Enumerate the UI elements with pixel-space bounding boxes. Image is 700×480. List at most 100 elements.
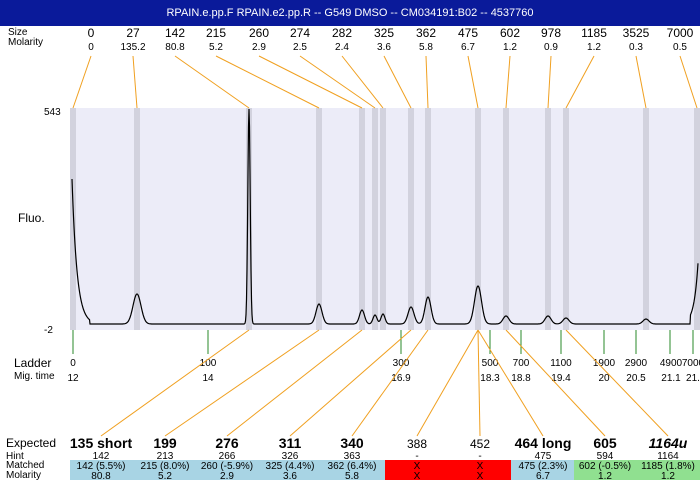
peak-size-label: 27 bbox=[126, 26, 140, 40]
matched-cell bbox=[637, 460, 700, 480]
hint-label: - bbox=[415, 451, 418, 462]
peak-connector bbox=[425, 55, 429, 109]
matched-label: 142 (5.5%) bbox=[77, 461, 126, 472]
matched-label: X bbox=[414, 461, 421, 472]
peak-molarity-label: 1.2 bbox=[503, 42, 517, 53]
peak-molarity-label: 5.2 bbox=[209, 42, 223, 53]
peak-band bbox=[503, 108, 509, 330]
peak-connector bbox=[299, 55, 376, 109]
matched-molarity-label: 2.9 bbox=[220, 471, 234, 480]
peak-size-label: 602 bbox=[500, 26, 520, 40]
ladder-migtime-label: 20 bbox=[598, 373, 610, 384]
ladder-size-label: 100 bbox=[200, 358, 217, 369]
peak-molarity-label: 5.8 bbox=[419, 42, 433, 53]
peak-band bbox=[359, 108, 365, 330]
ladder-size-label: 700 bbox=[513, 358, 530, 369]
ladder-migtime-label: 14 bbox=[202, 373, 214, 384]
expected-label: 452 bbox=[470, 437, 490, 451]
matched-label: 260 (-5.9%) bbox=[201, 461, 253, 472]
expected-label: 311 bbox=[279, 435, 302, 451]
peak-size-label: 1185 bbox=[581, 26, 607, 40]
matched-molarity-label: 80.8 bbox=[91, 471, 111, 480]
hint-label: 142 bbox=[93, 451, 110, 462]
y-axis-label: Fluo. bbox=[18, 211, 45, 225]
peak-band bbox=[408, 108, 414, 330]
matched-label: 1185 (1.8%) bbox=[641, 461, 695, 472]
peak-molarity-label: 135.2 bbox=[120, 42, 145, 53]
peak-molarity-label: 0.3 bbox=[629, 42, 643, 53]
ladder-migtime-label: 20.5 bbox=[626, 373, 646, 384]
peak-size-label: 282 bbox=[332, 26, 352, 40]
peak-connector bbox=[565, 55, 595, 109]
peak-molarity-label: 2.4 bbox=[335, 42, 349, 53]
migtime-row-label: Mig. time bbox=[14, 371, 55, 382]
ladder-size-label: 1100 bbox=[550, 358, 572, 369]
matched-molarity-label: X bbox=[477, 471, 484, 480]
peak-size-label: 362 bbox=[416, 26, 436, 40]
hint-label: 363 bbox=[344, 451, 361, 462]
ladder-migtime-label: 12 bbox=[67, 373, 79, 384]
peak-size-label: 260 bbox=[249, 26, 269, 40]
peak-size-label: 215 bbox=[206, 26, 226, 40]
chart-title: RPAIN.e.pp.F RPAIN.e2.pp.R -- G549 DMSO … bbox=[0, 0, 700, 26]
expected-connector bbox=[477, 329, 481, 437]
hint-label: 1164 bbox=[657, 451, 679, 462]
peak-size-label: 7000 bbox=[667, 26, 694, 40]
hint-label: 594 bbox=[597, 451, 614, 462]
peak-connector bbox=[258, 55, 363, 109]
expected-label: 340 bbox=[340, 435, 364, 451]
expected-label: 605 bbox=[593, 435, 617, 451]
peak-band bbox=[316, 108, 322, 330]
expected-label: 1164u bbox=[649, 435, 688, 451]
matched-molarity-label: X bbox=[414, 471, 421, 480]
peak-band bbox=[246, 108, 252, 330]
ladder-migtime-label: 19.4 bbox=[551, 373, 571, 384]
hint-label: - bbox=[478, 451, 481, 462]
expected-label: 276 bbox=[215, 435, 239, 451]
ladder-size-label: 1900 bbox=[593, 358, 616, 369]
peak-molarity-label: 0.5 bbox=[673, 42, 687, 53]
matched-label: 475 (2.3%) bbox=[519, 461, 568, 472]
ladder-row-label: Ladder bbox=[14, 356, 51, 370]
matched-row-label: Matched bbox=[6, 460, 44, 471]
peak-connector bbox=[635, 55, 647, 109]
expected-connector bbox=[505, 329, 606, 437]
matched-label: 325 (4.4%) bbox=[266, 461, 315, 472]
peak-connector bbox=[383, 55, 412, 109]
ladder-size-label: 2900 bbox=[625, 358, 648, 369]
peak-band bbox=[563, 108, 569, 330]
matched-cell bbox=[574, 460, 637, 480]
peak-size-label: 978 bbox=[541, 26, 561, 40]
matched-label: 602 (-0.5%) bbox=[579, 461, 631, 472]
peak-band bbox=[70, 108, 76, 330]
hint-label: 266 bbox=[219, 451, 236, 462]
peak-molarity-label: 3.6 bbox=[377, 42, 391, 53]
expected-connector bbox=[477, 329, 544, 437]
ladder-migtime-label: 21. bbox=[686, 373, 700, 384]
matched-cell bbox=[448, 460, 511, 480]
expected-connector bbox=[351, 329, 429, 437]
ladder-size-label: 0 bbox=[70, 358, 76, 369]
peak-molarity-label: 1.2 bbox=[587, 42, 601, 53]
expected-connector bbox=[164, 329, 320, 437]
ladder-migtime-label: 18.3 bbox=[480, 373, 500, 384]
matched-cell bbox=[70, 460, 133, 480]
peak-band bbox=[134, 108, 140, 330]
peak-molarity-label: 0 bbox=[88, 42, 94, 53]
peak-band bbox=[545, 108, 551, 330]
peak-molarity-label: 2.5 bbox=[293, 42, 307, 53]
peak-connector bbox=[215, 55, 320, 109]
matched-molarity-label: 3.6 bbox=[283, 471, 297, 480]
peak-connector bbox=[547, 55, 552, 109]
peak-connector bbox=[174, 55, 250, 109]
matched-molarity-label: 5.2 bbox=[158, 471, 172, 480]
peak-band bbox=[694, 108, 700, 330]
matched-cell bbox=[196, 460, 259, 480]
hint-label: 326 bbox=[282, 451, 299, 462]
expected-connector bbox=[226, 329, 363, 437]
peak-size-label: 0 bbox=[88, 26, 95, 40]
matched-label: 362 (6.4%) bbox=[328, 461, 377, 472]
ladder-migtime-label: 16.9 bbox=[391, 373, 411, 384]
matched-cell bbox=[322, 460, 385, 480]
